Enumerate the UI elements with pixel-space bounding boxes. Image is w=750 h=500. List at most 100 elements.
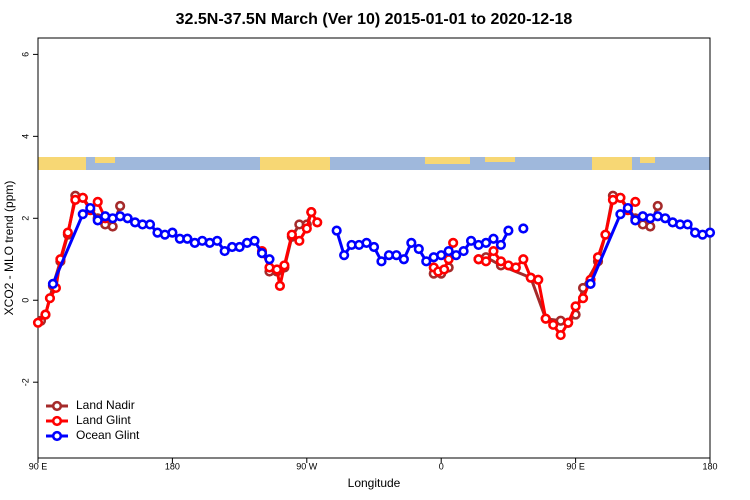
- land-strip: [640, 157, 655, 163]
- data-point: [331, 225, 342, 236]
- data-point: [144, 219, 156, 230]
- data-point: [62, 227, 73, 238]
- data-point: [312, 217, 323, 228]
- data-point: [630, 196, 641, 208]
- x-tick-label: 90 E: [29, 461, 48, 471]
- data-point: [503, 225, 514, 236]
- data-point: [368, 241, 380, 253]
- y-axis-label: XCO2 - MLO trend (ppm): [2, 181, 16, 316]
- data-point: [167, 227, 178, 238]
- data-point: [548, 319, 559, 330]
- y-tick-label: 4: [20, 134, 30, 139]
- land-strip: [95, 157, 115, 163]
- data-point: [32, 317, 44, 328]
- data-point: [398, 254, 409, 265]
- data-point: [577, 293, 589, 304]
- data-point: [376, 256, 387, 267]
- data-point: [495, 239, 507, 251]
- data-point: [448, 237, 459, 248]
- data-point: [339, 250, 350, 261]
- y-tick-label: -2: [20, 378, 30, 386]
- data-point: [622, 202, 633, 214]
- data-point: [182, 233, 193, 244]
- data-point: [704, 227, 716, 238]
- data-point: [92, 215, 103, 226]
- data-point: [421, 256, 432, 267]
- data-point: [451, 250, 462, 261]
- data-point: [488, 245, 499, 257]
- land-mask: [38, 157, 710, 170]
- data-point: [107, 221, 118, 232]
- x-tick-label: 180: [165, 461, 180, 471]
- data-point: [652, 200, 663, 212]
- data-point: [495, 256, 507, 267]
- data-point: [439, 264, 450, 275]
- data-point: [249, 235, 260, 246]
- data-point: [436, 250, 447, 261]
- data-point: [271, 264, 283, 275]
- data-point: [279, 260, 290, 271]
- data-point: [219, 245, 230, 257]
- data-point: [115, 200, 126, 212]
- data-point: [443, 245, 454, 257]
- data-point: [600, 229, 611, 240]
- y-tick-label: 6: [20, 52, 30, 57]
- data-point: [555, 329, 566, 341]
- x-axis-label: Longitude: [348, 476, 401, 490]
- data-point: [488, 233, 499, 244]
- data-point: [406, 237, 417, 248]
- data-point: [615, 209, 626, 220]
- legend-marker: [51, 430, 63, 442]
- land-strip: [38, 157, 86, 170]
- data-point: [234, 241, 245, 253]
- x-tick-label: 90 E: [566, 461, 585, 471]
- data-point: [40, 309, 51, 320]
- data-point: [391, 250, 402, 261]
- data-point: [660, 213, 671, 224]
- land-strip: [425, 157, 470, 164]
- data-point: [264, 254, 275, 265]
- data-point: [44, 293, 56, 304]
- land-strip: [260, 157, 330, 170]
- data-point: [518, 254, 529, 265]
- data-point: [92, 196, 103, 208]
- data-point: [585, 278, 596, 289]
- data-point: [682, 219, 693, 230]
- data-point: [212, 235, 223, 246]
- data-point: [301, 223, 312, 234]
- data-point: [256, 248, 268, 259]
- y-tick-label: 2: [20, 216, 30, 221]
- data-point: [480, 237, 492, 248]
- data-point: [122, 213, 133, 224]
- data-point: [615, 192, 626, 203]
- data-point: [274, 280, 286, 292]
- data-point: [563, 317, 574, 328]
- legend-label: Land Glint: [76, 413, 131, 427]
- x-tick-label: 0: [439, 461, 444, 471]
- data-point: [645, 221, 656, 232]
- data-point: [361, 237, 372, 248]
- x-tick-label: 90 W: [296, 461, 318, 471]
- data-point: [458, 245, 469, 257]
- data-point: [533, 274, 544, 285]
- data-point: [286, 229, 297, 240]
- plot-frame: [37, 37, 711, 459]
- x-tick-label: 180: [702, 461, 717, 471]
- ocean-strip: [38, 157, 710, 170]
- data-point: [413, 243, 424, 255]
- land-strip: [485, 157, 515, 162]
- y-tick-label: 0: [20, 298, 30, 303]
- data-point: [518, 223, 529, 234]
- legend-marker: [51, 400, 63, 412]
- data-point: [294, 235, 305, 246]
- data-point: [306, 207, 317, 218]
- data-point: [465, 235, 477, 246]
- data-point: [480, 256, 492, 267]
- legend-label: Land Nadir: [76, 398, 135, 412]
- data-point: [540, 313, 551, 324]
- data-point: [77, 192, 88, 203]
- legend-label: Ocean Glint: [76, 428, 140, 442]
- legend-marker: [51, 415, 63, 427]
- data-point: [510, 262, 521, 273]
